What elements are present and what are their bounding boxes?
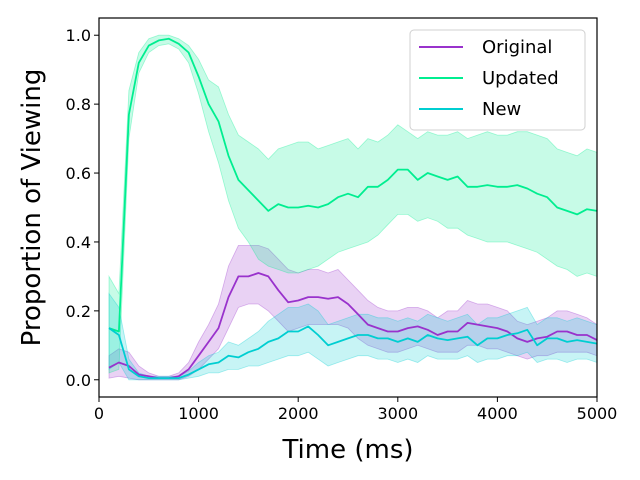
legend-label-new: New [482,99,521,120]
x-axis-title: Time (ms) [281,435,413,465]
plot-frame [98,17,598,398]
x-tick-label: 4000 [477,404,518,423]
x-tick-label: 5000 [577,404,618,423]
series-line-updated [108,37,598,333]
x-tick-label: 2000 [278,404,319,423]
legend-entry-original: Original [419,37,552,58]
y-tick-label: 0.4 [66,233,91,252]
series-line-new [108,325,598,380]
legend-entry-new: New [419,99,521,120]
y-tick-label: 0.6 [66,164,91,183]
legend-label-original: Original [482,37,552,58]
y-axis-ticks: 0.0 0.2 0.4 0.6 0.8 1.0 [66,26,99,390]
y-tick-label: 0.2 [66,302,91,321]
legend-box [409,29,586,131]
series-lines [108,37,598,380]
y-tick-label: 0.0 [66,371,91,390]
y-tick-label: 0.8 [66,95,91,114]
legend-entry-updated: Updated [419,68,559,89]
legend-label-updated: Updated [482,68,559,89]
y-tick-label: 1.0 [66,26,91,45]
x-axis-ticks: 0 1000 2000 3000 4000 5000 [94,397,617,423]
series-line-original [108,272,598,380]
x-tick-label: 0 [94,404,104,423]
x-tick-label: 3000 [377,404,418,423]
y-axis-title: Proportion of Viewing [17,69,47,347]
legend: Original Updated New [409,29,586,131]
x-tick-label: 1000 [178,404,219,423]
